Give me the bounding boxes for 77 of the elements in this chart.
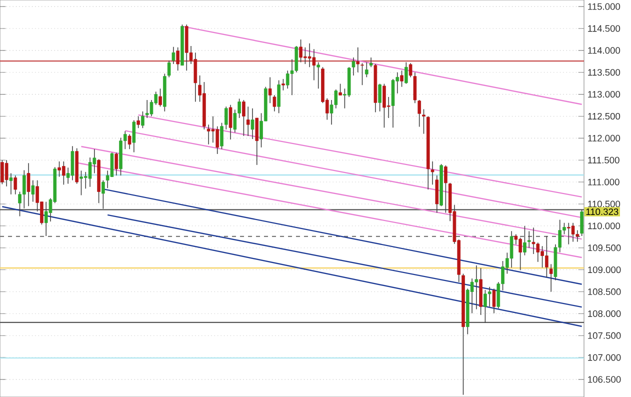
candlestick xyxy=(576,230,580,242)
candlestick xyxy=(360,62,364,86)
y-tick-label: 115.000 xyxy=(588,3,620,10)
candlestick xyxy=(4,160,8,187)
candlestick xyxy=(413,72,417,104)
candlestick xyxy=(400,70,404,88)
y-tick-label: 111.000 xyxy=(588,178,620,186)
candlestick xyxy=(228,104,232,140)
candlestick xyxy=(408,62,412,78)
candlestick xyxy=(110,152,114,178)
candlestick xyxy=(316,62,320,90)
candlestick xyxy=(88,157,92,188)
candlestick xyxy=(312,48,316,81)
y-tick-label: 108.000 xyxy=(588,310,621,317)
candlestick xyxy=(31,180,35,202)
candlestick xyxy=(141,111,144,128)
y-tick-label: 114.000 xyxy=(588,47,620,54)
candlestick xyxy=(430,161,434,186)
candlestick xyxy=(378,83,382,112)
candlestick xyxy=(102,180,105,210)
candlestick xyxy=(9,172,13,195)
candlestick xyxy=(369,57,373,68)
candlestick xyxy=(308,43,312,68)
candlestick xyxy=(488,286,492,308)
y-tick-label: 109.500 xyxy=(588,244,621,252)
candlestick xyxy=(404,62,408,84)
y-tick-label: 111.500 xyxy=(588,156,620,164)
candlestick xyxy=(418,100,421,128)
candlestick xyxy=(549,264,553,292)
candlestick xyxy=(172,46,176,64)
candlestick xyxy=(277,80,280,114)
candlestick xyxy=(206,124,210,145)
candlestick xyxy=(132,120,136,153)
candlestick xyxy=(167,60,171,78)
y-tick-label: 109.000 xyxy=(588,266,621,274)
candlestick xyxy=(352,57,356,76)
y-tick-label: 107.000 xyxy=(588,354,621,361)
candlestick xyxy=(26,162,30,207)
candlestick xyxy=(246,106,250,136)
y-tick-label: 106.500 xyxy=(588,376,621,383)
candlestick xyxy=(444,164,448,214)
y-tick-label: 110.000 xyxy=(588,222,620,230)
candlestick xyxy=(128,134,132,150)
y-tick-label: 112.000 xyxy=(588,134,620,142)
text: 110.323 xyxy=(586,208,618,216)
candlestick xyxy=(268,76,272,104)
candlestick xyxy=(580,209,584,236)
candlestick xyxy=(492,288,496,314)
candlestick xyxy=(532,227,536,254)
candlestick xyxy=(272,94,276,112)
candlestick xyxy=(176,46,180,72)
candlestick xyxy=(474,264,478,310)
candlestick xyxy=(114,152,118,176)
candlestick xyxy=(571,222,575,242)
candlestick xyxy=(365,62,368,78)
candlestick xyxy=(523,226,526,256)
y-tick-label: 110.500 xyxy=(588,200,620,208)
candlestick xyxy=(422,108,426,134)
candlestick xyxy=(282,78,285,91)
candlestick xyxy=(356,46,360,73)
candlestick xyxy=(255,118,259,166)
y-tick-label: 114.500 xyxy=(588,25,620,32)
candlestick xyxy=(250,108,254,140)
candlestick xyxy=(136,116,140,128)
candlestick xyxy=(510,230,514,268)
candlestick xyxy=(14,175,18,195)
y-tick-label: 113.000 xyxy=(588,91,620,98)
candlestick xyxy=(220,122,224,150)
y-tick-label: 113.500 xyxy=(588,69,620,76)
y-tick-label: 108.500 xyxy=(588,288,621,296)
y-tick-label: 112.500 xyxy=(588,112,620,120)
candlestick xyxy=(224,106,228,130)
candlestick xyxy=(527,230,531,248)
candlestick xyxy=(242,100,246,136)
candlestick xyxy=(338,83,342,96)
y-tick-label: 107.500 xyxy=(588,332,621,339)
candlestick xyxy=(158,88,162,107)
